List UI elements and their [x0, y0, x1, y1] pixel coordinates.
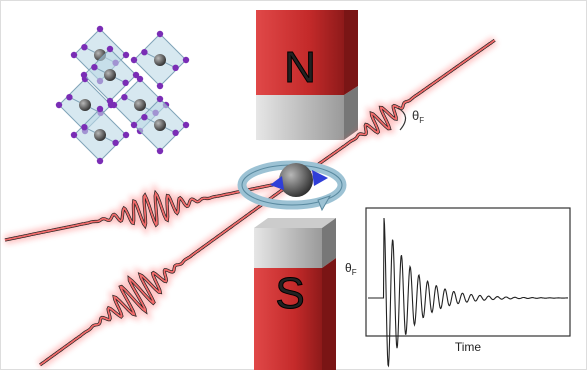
metal-atom: [154, 54, 166, 66]
halide-atom: [71, 52, 77, 58]
halide-atom: [141, 114, 147, 120]
halide-atom: [122, 80, 128, 86]
halide-atom: [131, 57, 137, 63]
halide-atom: [157, 83, 163, 89]
halide-atom: [123, 52, 129, 58]
halide-atom: [183, 122, 189, 128]
halide-atom: [91, 64, 97, 70]
halide-atom: [107, 46, 113, 52]
magnet-north: N: [256, 10, 358, 140]
halide-atom: [66, 94, 72, 100]
halide-atom: [71, 132, 77, 138]
halide-atom: [81, 44, 87, 50]
halide-atom: [157, 31, 163, 37]
magnet-south: S: [254, 218, 336, 370]
halide-atom: [157, 96, 163, 102]
metal-atom: [104, 69, 116, 81]
metal-atom: [154, 119, 166, 131]
halide-atom: [56, 102, 62, 108]
halide-atom: [81, 124, 87, 130]
halide-atom: [141, 49, 147, 55]
halide-atom: [133, 72, 139, 78]
halide-atom: [157, 148, 163, 154]
metal-atom: [94, 129, 106, 141]
halide-atom: [97, 26, 103, 32]
halide-atom: [172, 65, 178, 71]
symbol: θ: [412, 108, 419, 123]
halide-atom: [107, 98, 113, 104]
magnet-label: N: [284, 43, 316, 92]
halide-atom: [97, 158, 103, 164]
subscript: F: [419, 116, 424, 125]
halide-atom: [131, 122, 137, 128]
metal-atom: [79, 99, 91, 111]
halide-atom: [112, 140, 118, 146]
halide-atom: [121, 94, 127, 100]
magnet-label: S: [275, 269, 304, 318]
metal-atom: [134, 99, 146, 111]
halide-atom: [81, 72, 87, 78]
halide-atom: [183, 57, 189, 63]
halide-atom: [97, 106, 103, 112]
illustration: N S θF θF Time: [0, 0, 587, 370]
halide-atom: [123, 132, 129, 138]
x-axis-label: Time: [455, 340, 482, 354]
subscript: F: [352, 268, 357, 277]
halide-atom: [172, 130, 178, 136]
